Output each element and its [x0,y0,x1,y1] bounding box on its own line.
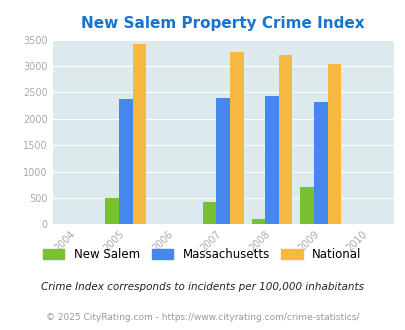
Bar [202,202,216,224]
Bar [313,102,327,224]
Bar [119,99,132,224]
Text: © 2025 CityRating.com - https://www.cityrating.com/crime-statistics/: © 2025 CityRating.com - https://www.city… [46,313,359,322]
Bar [327,64,340,224]
Bar [132,44,146,224]
Legend: New Salem, Massachusetts, National: New Salem, Massachusetts, National [38,244,365,266]
Text: Crime Index corresponds to incidents per 100,000 inhabitants: Crime Index corresponds to incidents per… [41,282,364,292]
Bar [264,96,278,224]
Title: New Salem Property Crime Index: New Salem Property Crime Index [81,16,364,31]
Bar [230,52,243,224]
Bar [278,55,292,224]
Bar [251,218,264,224]
Bar [105,198,119,224]
Bar [216,98,230,224]
Bar [300,187,313,224]
